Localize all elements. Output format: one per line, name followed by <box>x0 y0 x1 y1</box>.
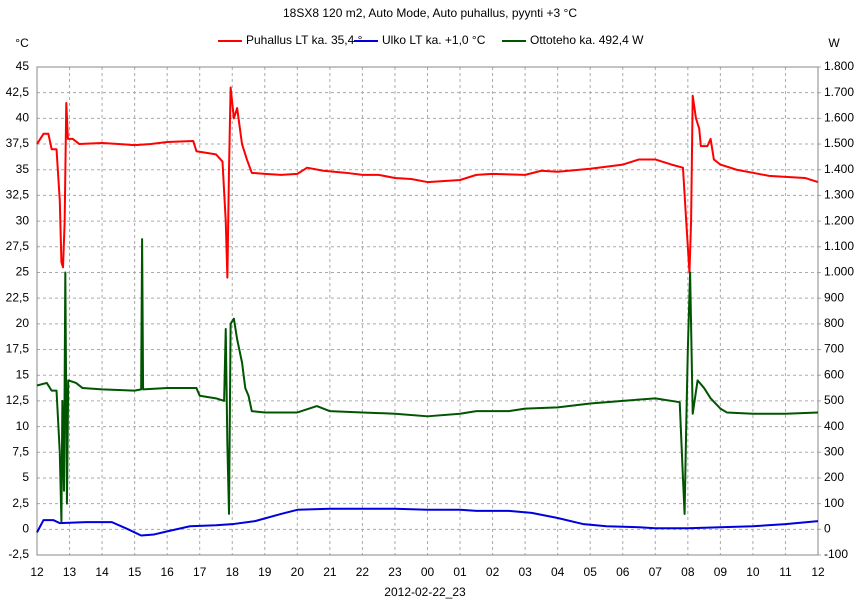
x-tick-label: 04 <box>551 565 565 579</box>
y-tick-label: 10 <box>16 419 30 433</box>
x-tick-label: 00 <box>421 565 435 579</box>
x-tick-label: 19 <box>258 565 272 579</box>
legend-label: Ottoteho ka. 492,4 W <box>530 33 644 47</box>
x-tick-label: 07 <box>649 565 663 579</box>
y2-tick-label: 900 <box>824 290 844 304</box>
x-tick-label: 10 <box>746 565 760 579</box>
y2-tick-label: 700 <box>824 342 844 356</box>
y2-tick-label: 1.200 <box>824 213 854 227</box>
x-tick-label: 01 <box>453 565 467 579</box>
y-tick-label: 7,5 <box>12 444 29 458</box>
y2-tick-label: 0 <box>824 521 831 535</box>
x-tick-label: 05 <box>584 565 598 579</box>
series-line <box>36 238 819 523</box>
y2-tick-label: 800 <box>824 316 844 330</box>
x-axis-label: 2012-02-22_23 <box>384 585 466 599</box>
x-tick-label: 11 <box>779 565 792 579</box>
x-tick-label: 12 <box>811 565 825 579</box>
y-tick-label: 15 <box>16 367 30 381</box>
y2-tick-label: 400 <box>824 419 844 433</box>
y-tick-label: 2,5 <box>12 496 29 510</box>
y2-tick-label: 1.300 <box>824 188 854 202</box>
y-tick-label: 27,5 <box>6 239 30 253</box>
x-tick-label: 18 <box>226 565 240 579</box>
x-tick-label: 03 <box>518 565 532 579</box>
y2-tick-label: 1.400 <box>824 162 854 176</box>
legend-label: Puhallus LT ka. 35,4 ° <box>246 33 363 47</box>
y-tick-label: 32,5 <box>6 188 30 202</box>
y-tick-label: 20 <box>16 316 30 330</box>
x-tick-label: 16 <box>160 565 174 579</box>
y2-tick-label: 600 <box>824 367 844 381</box>
series-line <box>36 86 819 279</box>
legend-label: Ulko LT ka. +1,0 °C <box>382 33 486 47</box>
x-tick-label: 17 <box>193 565 207 579</box>
y2-tick-label: 1.600 <box>824 111 854 125</box>
y2-tick-label: 300 <box>824 444 844 458</box>
y2-tick-label: 1.800 <box>824 59 854 73</box>
y-tick-label: 5 <box>22 470 29 484</box>
x-tick-label: 02 <box>486 565 500 579</box>
plot-frame <box>36 66 819 556</box>
y-tick-label: -2,5 <box>8 547 29 561</box>
y-tick-label: 25 <box>16 265 30 279</box>
x-tick-label: 06 <box>616 565 630 579</box>
y-tick-label: 12,5 <box>6 393 30 407</box>
x-tick-label: 13 <box>63 565 77 579</box>
y2-tick-label: 1.700 <box>824 85 854 99</box>
y2-tick-label: 1.500 <box>824 136 854 150</box>
x-tick-label: 14 <box>95 565 109 579</box>
x-tick-label: 15 <box>128 565 142 579</box>
x-tick-label: 22 <box>356 565 370 579</box>
y-tick-label: 0 <box>22 521 29 535</box>
x-tick-label: 21 <box>323 565 337 579</box>
y-tick-label: 22,5 <box>6 290 30 304</box>
y2-tick-label: -100 <box>824 547 848 561</box>
y-tick-label: 40 <box>16 111 30 125</box>
x-tick-label: 08 <box>681 565 695 579</box>
y2-tick-label: 500 <box>824 393 844 407</box>
y2-tick-label: 1.000 <box>824 265 854 279</box>
y-tick-label: 45 <box>16 59 30 73</box>
x-tick-label: 23 <box>388 565 402 579</box>
x-tick-label: 12 <box>30 565 44 579</box>
y2-axis-label: W <box>828 36 840 50</box>
y2-tick-label: 100 <box>824 496 844 510</box>
series-line <box>36 507 819 537</box>
y-tick-label: 35 <box>16 162 30 176</box>
x-tick-label: 20 <box>291 565 305 579</box>
y-tick-label: 42,5 <box>6 85 30 99</box>
y2-tick-label: 200 <box>824 470 844 484</box>
y-tick-label: 30 <box>16 213 30 227</box>
y-axis-label: °C <box>15 36 29 50</box>
y2-tick-label: 1.100 <box>824 239 854 253</box>
y-tick-label: 17,5 <box>6 342 30 356</box>
x-tick-label: 09 <box>714 565 728 579</box>
chart-title: 18SX8 120 m2, Auto Mode, Auto puhallus, … <box>283 6 577 20</box>
y-tick-label: 37,5 <box>6 136 30 150</box>
